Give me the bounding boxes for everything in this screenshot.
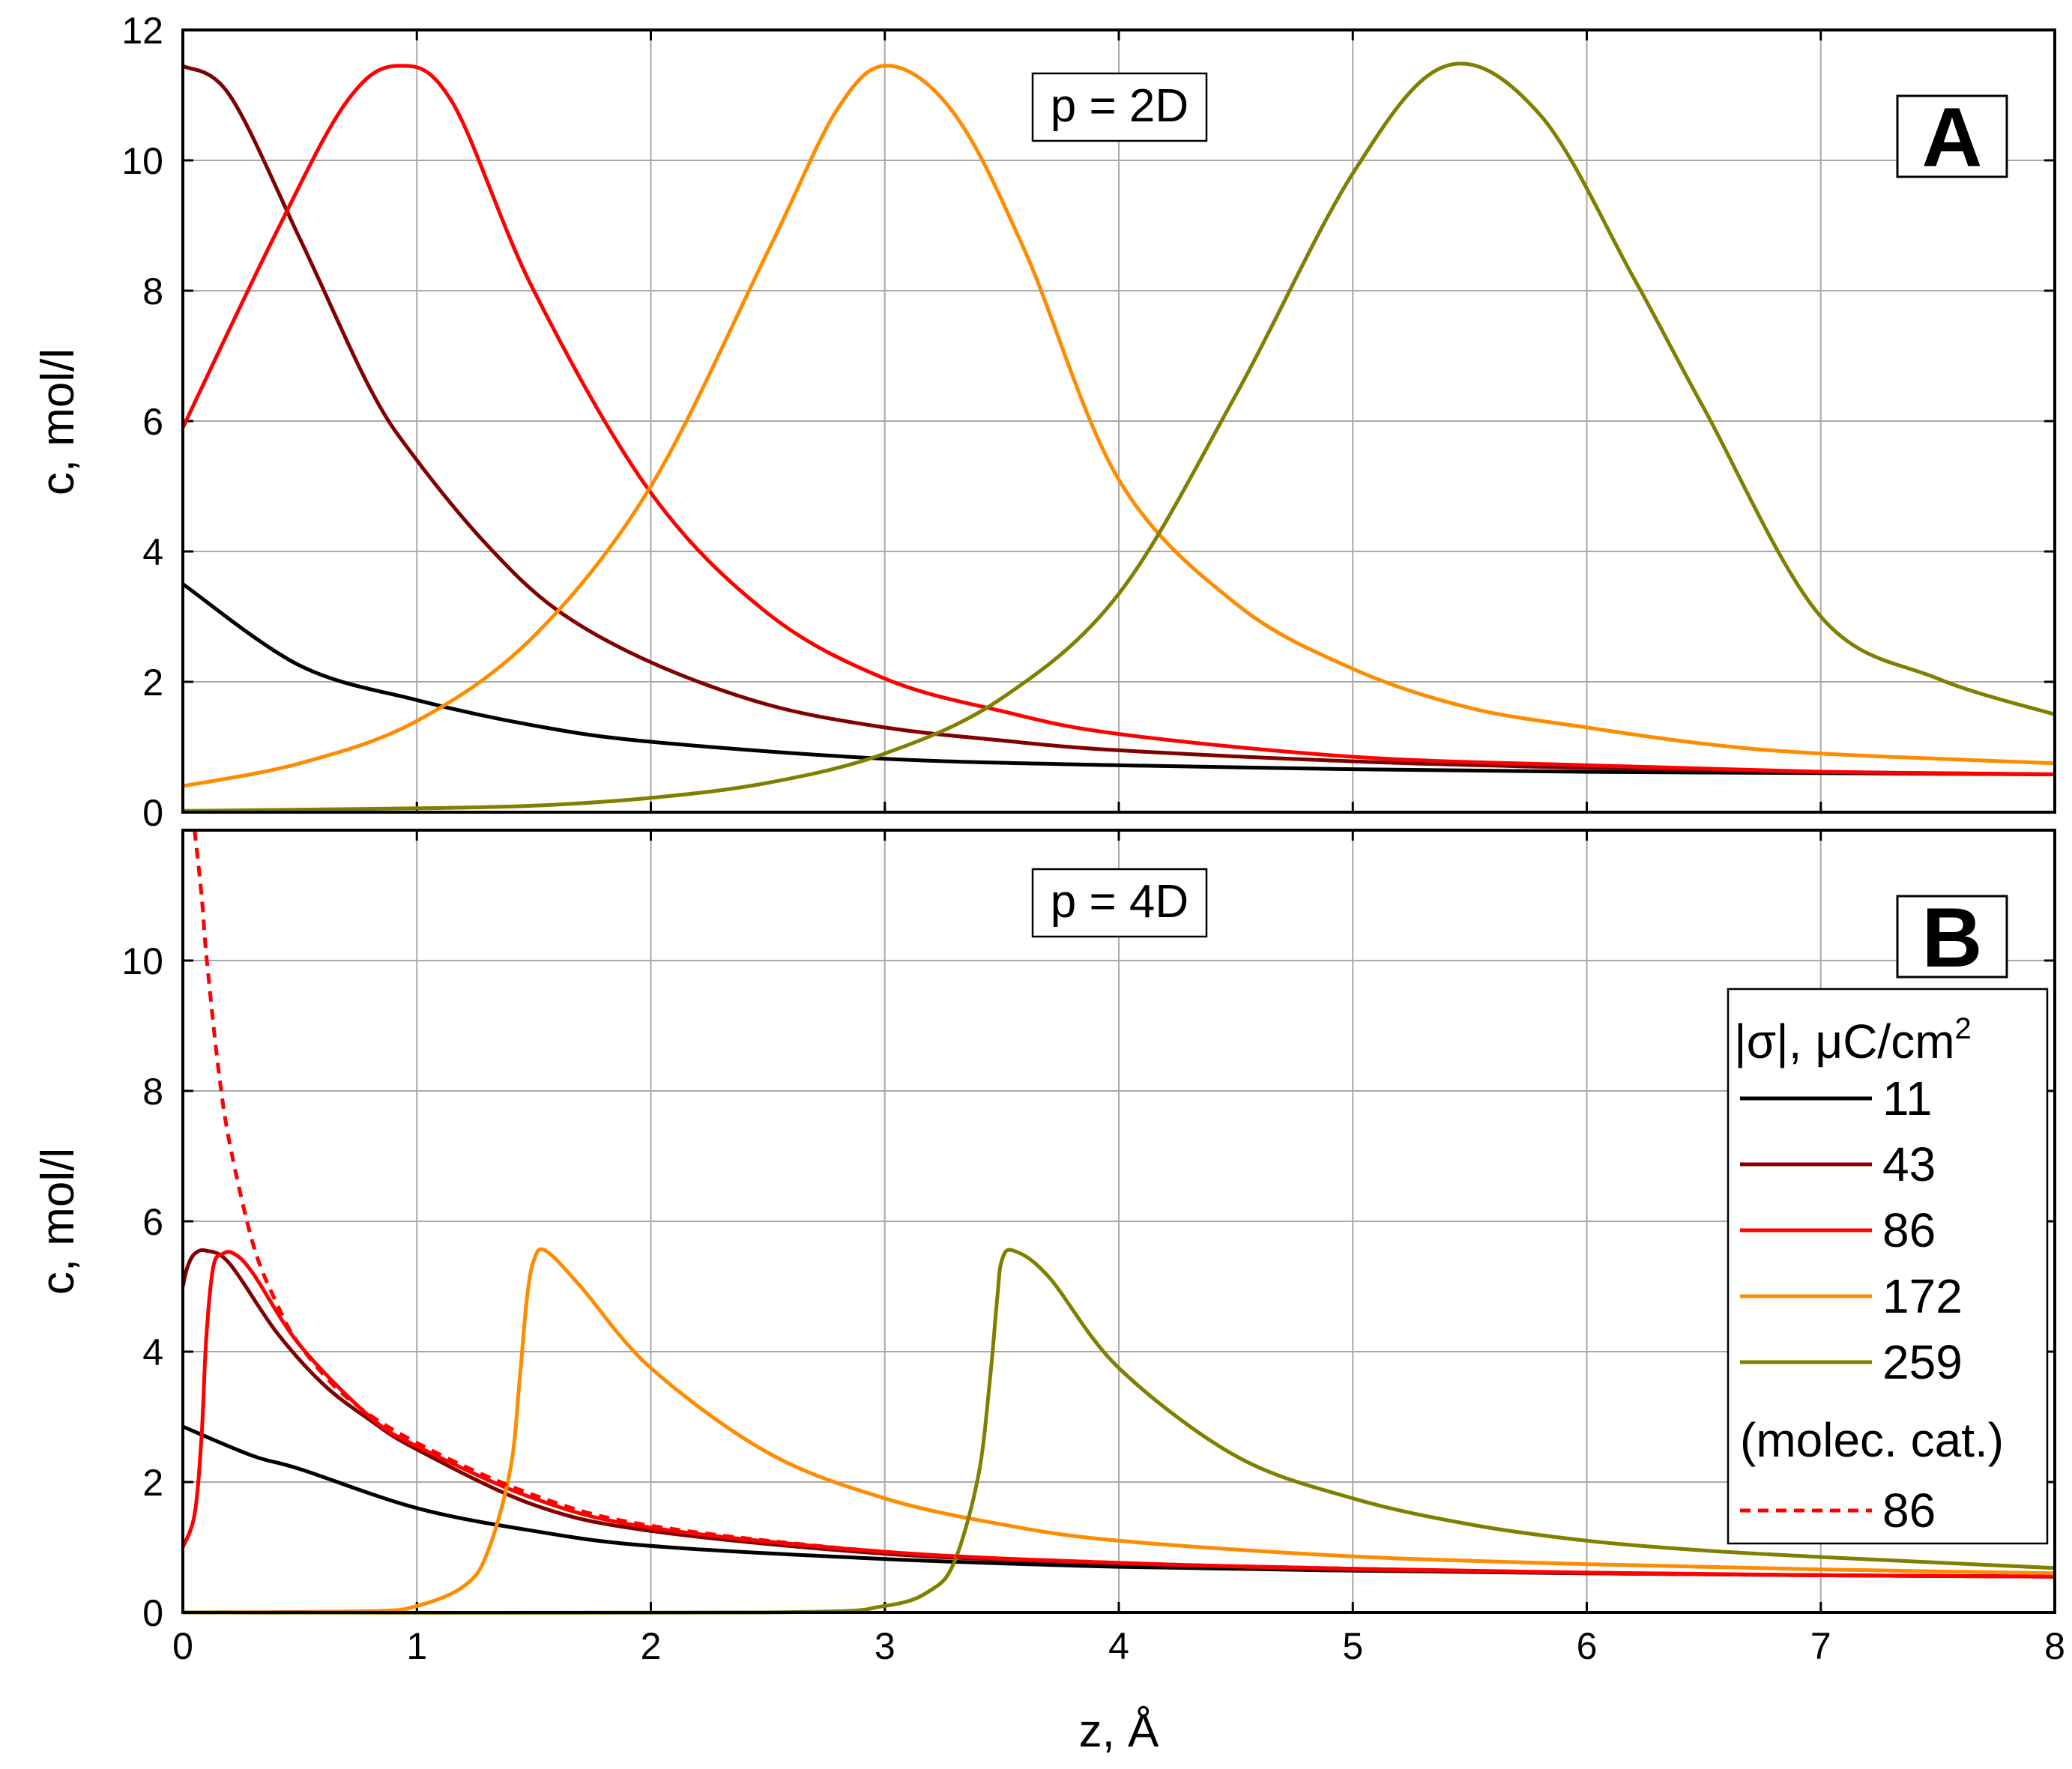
- panel-a-series-s259: [182, 61, 2056, 813]
- panel-b-series-s259: [182, 1248, 2056, 1615]
- x-tick-label: 0: [172, 1625, 193, 1667]
- panel-a-y-tick-label: 6: [142, 401, 163, 443]
- x-axis-title: z, Å: [1079, 1705, 1159, 1757]
- panel-a-y-ticks: 0 2 4 6 8 10 12: [121, 10, 163, 834]
- x-tick-label: 4: [1108, 1625, 1129, 1667]
- panel-b-y-tick-label: 8: [142, 1071, 163, 1113]
- legend-label-s11: 11: [1882, 1071, 1932, 1125]
- panel-b: 0 2 4 6 8 10 p = 4D B c, mol/l |σ|, μC/cm2 11…: [32, 829, 2056, 1634]
- panel-b-series-mc86: [193, 829, 2056, 1579]
- panel-a-y-axis-title: c, mol/l: [32, 348, 84, 495]
- x-tick-label: 5: [1342, 1625, 1363, 1667]
- legend: |σ|, μC/cm2 11 43 86 172 259 86 (molec. cat.): [1727, 988, 2049, 1545]
- panel-a-y-tick-label: 8: [142, 270, 163, 312]
- panel-a-letter: A: [1922, 91, 1983, 184]
- panel-a-frame: [181, 28, 2056, 814]
- panel-a-annotation-box: p = 2D: [1031, 72, 1208, 142]
- x-tick-label: 6: [1577, 1625, 1598, 1667]
- legend-box: [1727, 988, 2049, 1545]
- panel-a-y-tick-label: 2: [142, 662, 163, 704]
- x-tick-label: 3: [875, 1625, 895, 1667]
- panel-b-y-tick-label: 4: [142, 1331, 163, 1373]
- panel-a-label-box: A: [1896, 91, 2008, 184]
- legend-subheading: (molec. cat.): [1740, 1413, 2004, 1467]
- panel-b-letter: B: [1922, 891, 1983, 985]
- panel-a-grid: [181, 28, 2056, 814]
- legend-title: |σ|, μC/cm2: [1734, 1012, 1972, 1068]
- panel-a-series-s11: [181, 582, 2056, 776]
- x-tick-label: 1: [406, 1625, 427, 1667]
- panel-a-series-s172: [182, 64, 2056, 788]
- panel-a-y-tick-label: 0: [142, 792, 163, 834]
- legend-label-s172: 172: [1882, 1269, 1963, 1323]
- x-tick-label: 2: [641, 1625, 662, 1667]
- panel-b-y-tick-label: 10: [121, 940, 163, 982]
- legend-label-mc86: 86: [1882, 1484, 1936, 1537]
- panel-b-y-tick-label: 2: [142, 1462, 163, 1504]
- panel-a: 0 2 4 6 8 10 12 p = 2D A c, mol/l: [32, 10, 2056, 834]
- legend-label-s43: 43: [1882, 1137, 1936, 1191]
- panel-a-y-tick-label: 10: [121, 140, 163, 182]
- legend-label-s259: 259: [1882, 1335, 1963, 1389]
- panel-b-y-axis-title: c, mol/l: [32, 1148, 84, 1295]
- panel-b-annotation: p = 4D: [1051, 876, 1188, 928]
- panel-a-series-s86: [181, 64, 2056, 776]
- panel-b-y-tick-label: 6: [142, 1201, 163, 1243]
- legend-label-s86: 86: [1882, 1203, 1936, 1257]
- panel-b-y-tick-label: 0: [142, 1592, 163, 1634]
- panel-a-y-tick-label: 4: [142, 531, 163, 573]
- panel-b-frame: [181, 829, 2056, 1614]
- panel-a-series: [181, 61, 2056, 813]
- x-tick-label: 7: [1810, 1625, 1831, 1667]
- legend-entries: 11 43 86 172 259 86: [1740, 1071, 1963, 1537]
- x-axis-ticks: 0 1 2 3 4 5 6 7 8: [172, 1625, 2065, 1667]
- panel-a-series-s43: [181, 64, 2056, 776]
- panel-b-label-box: B: [1896, 891, 2008, 985]
- panel-b-annotation-box: p = 4D: [1031, 868, 1208, 938]
- panel-a-y-tick-label: 12: [121, 10, 163, 52]
- panel-b-series-s172: [182, 1247, 2056, 1615]
- x-tick-label: 8: [2044, 1625, 2065, 1667]
- panel-a-annotation: p = 2D: [1051, 80, 1188, 132]
- panel-b-y-ticks: 0 2 4 6 8 10: [121, 940, 163, 1634]
- panel-b-series: [181, 829, 2056, 1615]
